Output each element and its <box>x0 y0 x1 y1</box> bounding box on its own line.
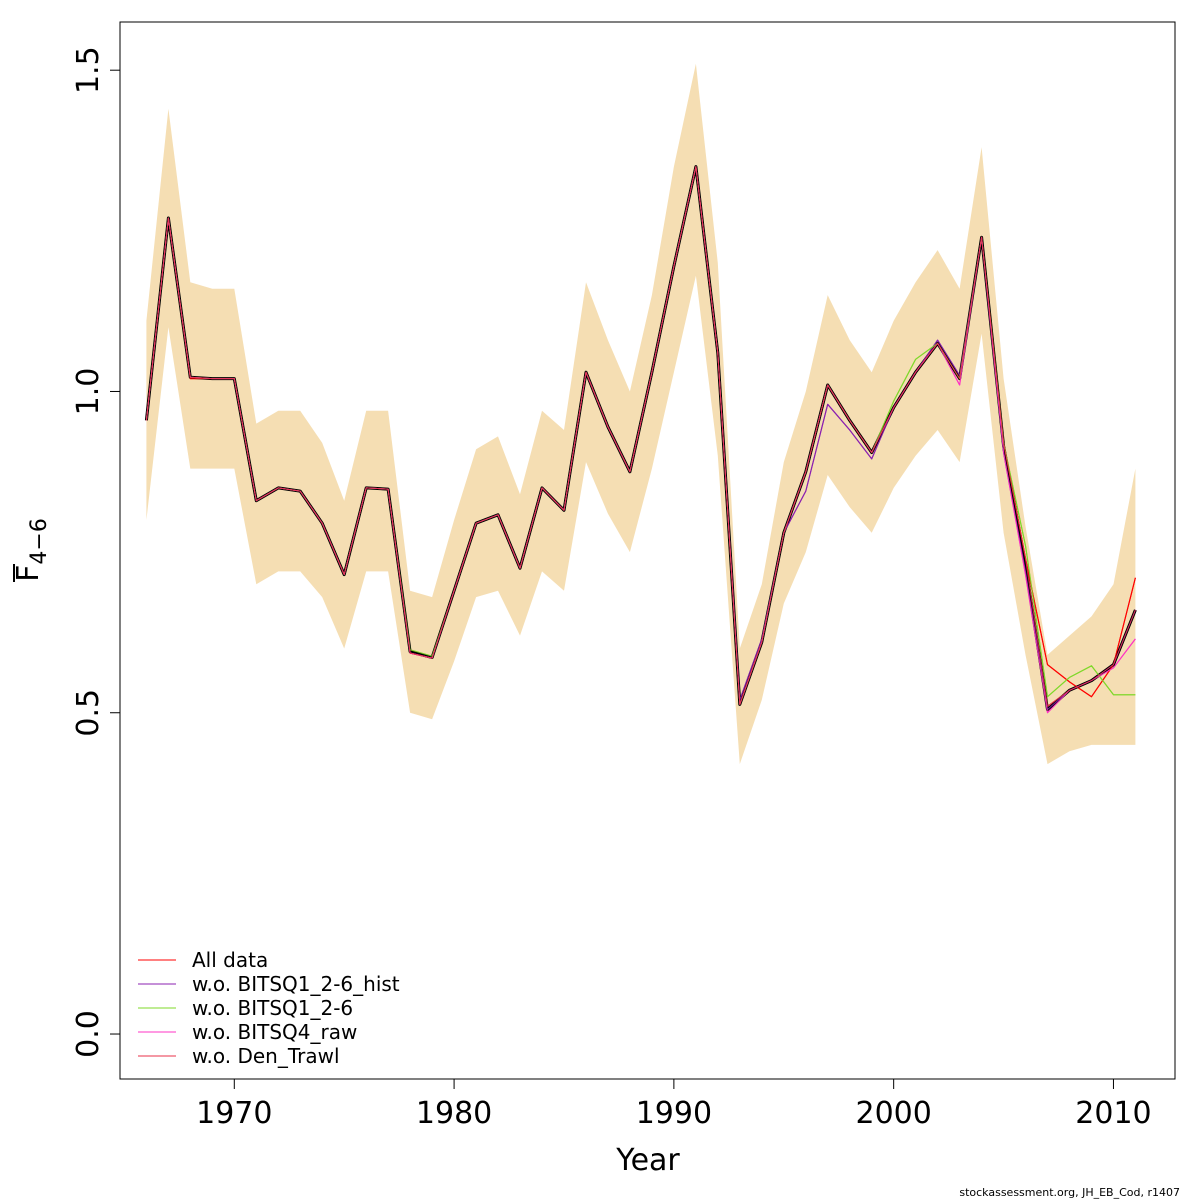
y-tick-label: 1.5 <box>71 46 106 94</box>
y-axis-title-main: F <box>11 565 46 582</box>
legend-label-5: w.o. Den_Trawl <box>192 1044 340 1068</box>
y-tick-label: 1.0 <box>71 368 106 416</box>
legend-label-2: w.o. BITSQ1_2-6_hist <box>192 972 400 996</box>
confidence-band-layer <box>146 63 1136 765</box>
y-tick-label-group: 0.0 <box>71 1010 106 1058</box>
footer-note: stockassessment.org, JH_EB_Cod, r1407 <box>959 1186 1180 1199</box>
x-tick-label: 1990 <box>636 1096 712 1131</box>
y-tick-label-group: 1.5 <box>71 46 106 94</box>
x-tick-label: 1980 <box>416 1096 492 1131</box>
y-axis-title: F4−6 <box>11 518 52 582</box>
svg-text:F4−6: F4−6 <box>11 518 52 582</box>
y-tick-label: 0.0 <box>71 1010 106 1058</box>
y-axis: 0.0 0.5 1.0 1.5 <box>71 46 121 1058</box>
legend-label-3: w.o. BITSQ1_2-6 <box>192 996 353 1020</box>
legend-label-1: All data <box>192 948 268 972</box>
x-tick-label: 2010 <box>1075 1096 1151 1131</box>
x-tick-label: 1970 <box>196 1096 272 1131</box>
y-axis-title-subscript: 4−6 <box>27 518 52 564</box>
legend-label-4: w.o. BITSQ4_raw <box>192 1020 357 1044</box>
x-tick-label: 2000 <box>855 1096 931 1131</box>
y-tick-label: 0.5 <box>71 689 106 737</box>
confidence-band <box>146 63 1136 765</box>
x-axis: 1970 1980 1990 2000 2010 <box>196 1078 1152 1131</box>
series-line-overlay-5 <box>145 166 1136 707</box>
y-tick-label-group: 0.5 <box>71 689 106 737</box>
y-tick-label-group: 1.0 <box>71 368 106 416</box>
main-line-layer <box>144 165 1137 714</box>
x-axis-title: Year <box>615 1143 680 1178</box>
